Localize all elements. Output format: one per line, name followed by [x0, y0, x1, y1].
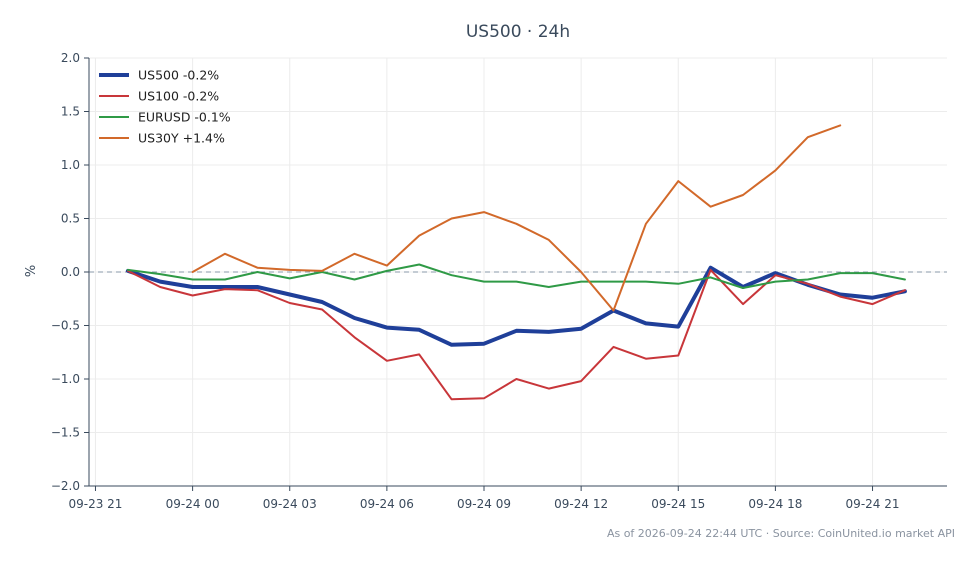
x-tick-label: 09-24 18	[748, 497, 802, 511]
legend-label: US500 -0.2%	[138, 68, 219, 83]
x-tick-label: 09-24 21	[846, 497, 900, 511]
y-tick-label: −2.0	[51, 479, 80, 493]
y-axis-label: %	[24, 265, 39, 277]
legend-label: US30Y +1.4%	[138, 131, 225, 146]
x-tick-label: 09-23 21	[68, 497, 122, 511]
x-tick-label: 09-24 15	[651, 497, 705, 511]
y-tick-label: −1.5	[51, 426, 80, 440]
y-tick-label: 0.0	[61, 265, 80, 279]
x-ticks: 09-23 21 09-24 00 09-24 03 09-24 06 09-24 09…	[68, 486, 900, 511]
x-tick-label: 09-24 12	[554, 497, 608, 511]
y-tick-label: 1.0	[61, 158, 80, 172]
series-layer	[125, 124, 907, 401]
y-tick-label: 0.5	[61, 212, 80, 226]
y-tick-label: 2.0	[61, 51, 80, 65]
footer-source: As of 2026-09-24 22:44 UTC · Source: Coi…	[607, 527, 955, 540]
series-line-us500	[125, 265, 907, 347]
y-tick-label: −1.0	[51, 372, 80, 386]
x-tick-label: 09-24 06	[360, 497, 414, 511]
series-line-us100	[126, 268, 906, 401]
series-line-us30y	[191, 124, 842, 312]
x-tick-label: 09-24 03	[263, 497, 317, 511]
y-tick-label: −0.5	[51, 319, 80, 333]
y-ticks: 2.0 1.5 1.0 0.5 0.0 −0.5 −1.0 −1.5 −2.0	[51, 51, 89, 493]
series-line-eurusd	[126, 263, 906, 289]
legend: US500 -0.2% US100 -0.2% EURUSD -0.1% US30Y …	[99, 68, 231, 146]
legend-label: US100 -0.2%	[138, 89, 219, 104]
y-tick-label: 1.5	[61, 105, 80, 119]
legend-label: EURUSD -0.1%	[138, 110, 231, 125]
x-tick-label: 09-24 09	[457, 497, 511, 511]
x-tick-label: 09-24 00	[166, 497, 220, 511]
chart-title: US500 · 24h	[466, 22, 570, 42]
